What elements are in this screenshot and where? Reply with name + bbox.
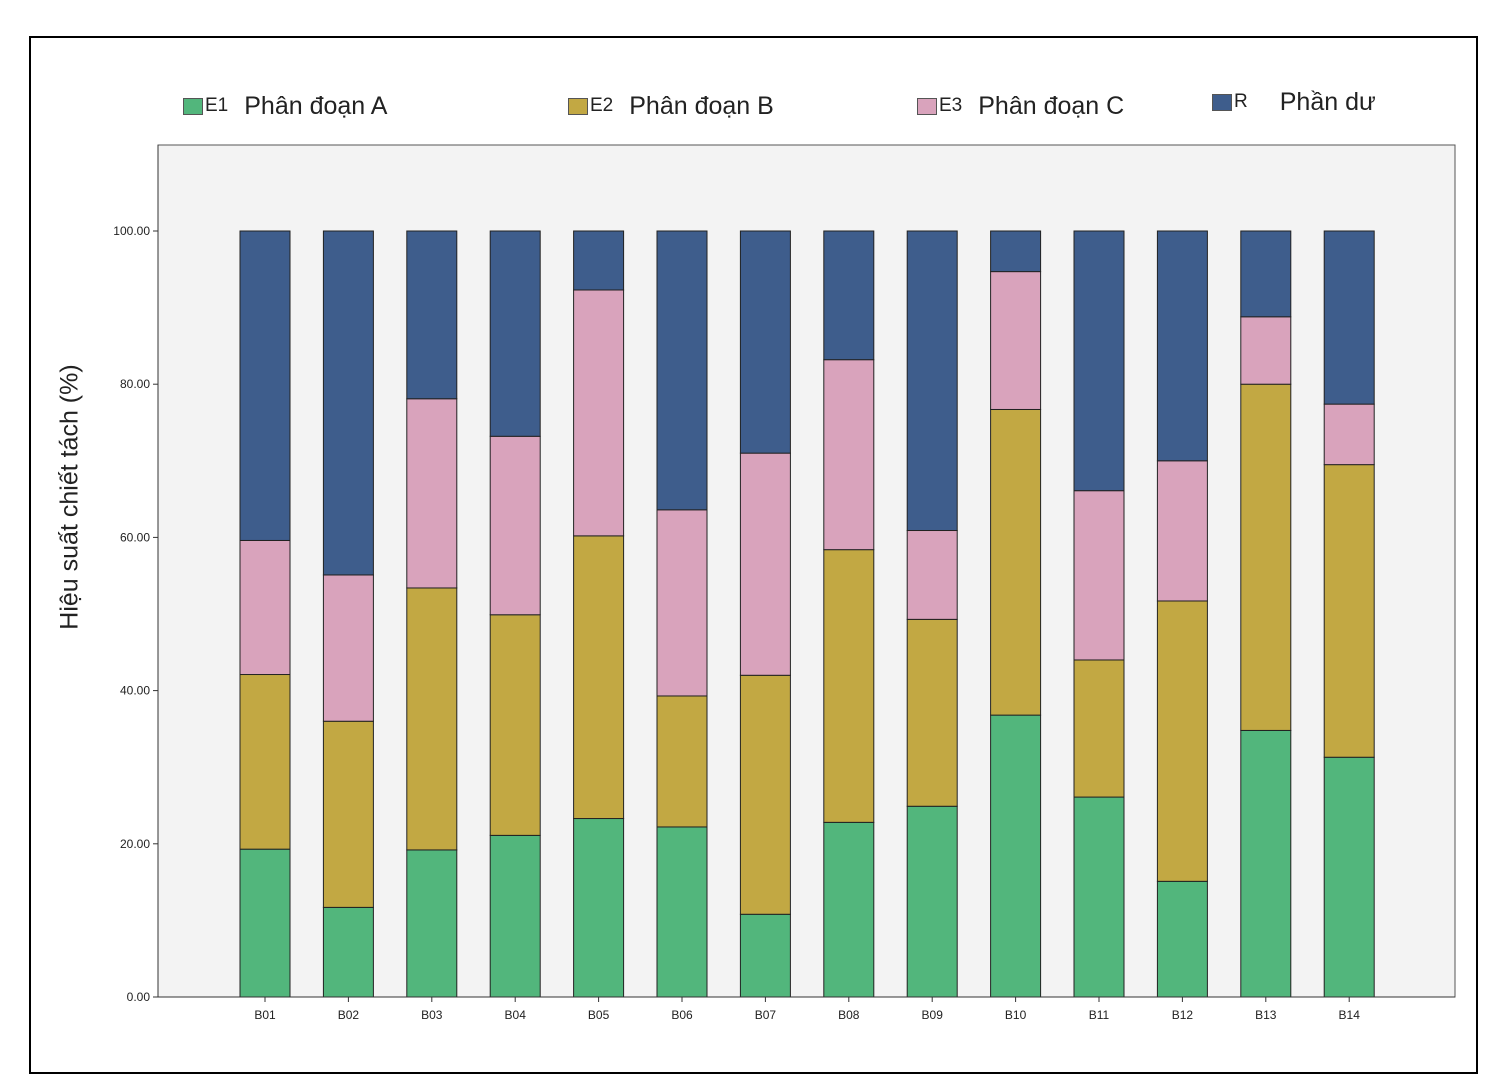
bar-e2-b01 xyxy=(239,674,291,850)
bar-e3-b10 xyxy=(990,271,1042,410)
legend-swatch-r xyxy=(1212,93,1232,111)
y-tick-label: 100.00 xyxy=(113,224,150,238)
x-tick-label: B14 xyxy=(1339,1008,1361,1022)
bar-r-b13 xyxy=(1240,230,1292,318)
bar-e2-b03 xyxy=(406,587,458,851)
legend-item-e2: E2 Phân đoạn B xyxy=(568,86,774,126)
bar-e3-b08 xyxy=(823,359,875,551)
bar-r-b01 xyxy=(239,230,291,541)
legend-swatch-e3 xyxy=(917,97,937,115)
bar-e1-b03 xyxy=(406,849,458,998)
bar-e3-b12 xyxy=(1156,460,1208,602)
legend-code-e2: E2 xyxy=(590,95,614,116)
bar-e1-b09 xyxy=(906,805,958,998)
bar-e1-b12 xyxy=(1156,880,1208,998)
x-tick-label: B11 xyxy=(1089,1008,1110,1022)
y-tick-label: 60.00 xyxy=(120,530,150,544)
bar-r-b06 xyxy=(656,230,708,511)
bar-e2-b11 xyxy=(1073,659,1125,798)
bar-e3-b02 xyxy=(322,574,374,722)
bar-e3-b03 xyxy=(406,398,458,589)
bar-r-b02 xyxy=(322,230,374,576)
x-tick-label: B02 xyxy=(338,1008,360,1022)
bar-r-b07 xyxy=(739,230,791,454)
x-tick-label: B08 xyxy=(838,1008,860,1022)
bar-e3-b04 xyxy=(489,435,541,616)
plot-area xyxy=(157,144,1456,998)
legend-code-r: R xyxy=(1234,91,1248,112)
x-tick-label: B09 xyxy=(922,1008,944,1022)
legend-item-r: R Phần dư xyxy=(1212,82,1376,122)
bar-e3-b11 xyxy=(1073,490,1125,661)
bar-e2-b08 xyxy=(823,549,875,823)
bar-r-b09 xyxy=(906,230,958,532)
bar-e2-b10 xyxy=(990,408,1042,716)
x-tick-label: B13 xyxy=(1255,1008,1277,1022)
legend-swatch-e1 xyxy=(183,97,203,115)
x-tick-label: B06 xyxy=(671,1008,693,1022)
bar-r-b03 xyxy=(406,230,458,400)
bar-e2-b13 xyxy=(1240,383,1292,731)
legend-code-e3: E3 xyxy=(939,95,963,116)
bar-e1-b01 xyxy=(239,848,291,998)
bar-r-b05 xyxy=(573,230,625,291)
bar-e1-b11 xyxy=(1073,796,1125,998)
bar-e2-b07 xyxy=(739,674,791,915)
y-tick-label: 40.00 xyxy=(120,684,150,698)
bar-e3-b06 xyxy=(656,509,708,697)
bar-e2-b09 xyxy=(906,618,958,807)
bar-e1-b05 xyxy=(573,818,625,998)
bar-r-b04 xyxy=(489,230,541,437)
y-tick-label: 0.00 xyxy=(127,990,151,1004)
legend-label-e2: Phân đoạn B xyxy=(629,91,774,120)
y-tick-label: 20.00 xyxy=(120,837,150,851)
legend-label-r: Phần dư xyxy=(1279,87,1376,116)
legend-code-e1: E1 xyxy=(205,95,229,116)
legend-swatch-e2 xyxy=(568,97,588,115)
x-tick-label: B01 xyxy=(254,1008,276,1022)
bar-r-b08 xyxy=(823,230,875,361)
bar-e3-b07 xyxy=(739,452,791,676)
bar-e2-b06 xyxy=(656,695,708,828)
bar-r-b14 xyxy=(1323,230,1375,405)
bar-r-b10 xyxy=(990,230,1042,273)
bar-e1-b02 xyxy=(322,906,374,998)
x-tick-label: B05 xyxy=(588,1008,610,1022)
bar-e3-b09 xyxy=(906,530,958,620)
bar-e1-b10 xyxy=(990,714,1042,998)
bar-e2-b02 xyxy=(322,720,374,908)
bar-e1-b13 xyxy=(1240,729,1292,998)
bar-e2-b05 xyxy=(573,535,625,820)
y-tick-label: 80.00 xyxy=(120,377,150,391)
x-tick-label: B03 xyxy=(421,1008,443,1022)
bar-e1-b06 xyxy=(656,826,708,998)
legend-label-e3: Phân đoạn C xyxy=(978,91,1125,120)
chart-frame xyxy=(29,36,1478,1074)
bar-e2-b12 xyxy=(1156,600,1208,882)
bar-e1-b14 xyxy=(1323,756,1375,998)
x-tick-label: B07 xyxy=(755,1008,777,1022)
bar-e2-b04 xyxy=(489,614,541,836)
legend-item-e3: E3 Phân đoạn C xyxy=(917,86,1124,126)
legend-item-e1: E1 Phân đoạn A xyxy=(183,86,387,126)
bar-e2-b14 xyxy=(1323,464,1375,758)
x-tick-label: B10 xyxy=(1005,1008,1027,1022)
x-tick-label: B04 xyxy=(505,1008,527,1022)
bar-r-b11 xyxy=(1073,230,1125,492)
bar-e1-b08 xyxy=(823,821,875,998)
bar-e3-b01 xyxy=(239,539,291,676)
bar-e1-b07 xyxy=(739,913,791,998)
bar-e3-b05 xyxy=(573,289,625,537)
x-tick-label: B12 xyxy=(1172,1008,1194,1022)
bar-e1-b04 xyxy=(489,834,541,998)
bar-e3-b14 xyxy=(1323,403,1375,466)
bar-e3-b13 xyxy=(1240,316,1292,385)
bar-r-b12 xyxy=(1156,230,1208,462)
legend-label-e1: Phân đoạn A xyxy=(244,91,388,120)
